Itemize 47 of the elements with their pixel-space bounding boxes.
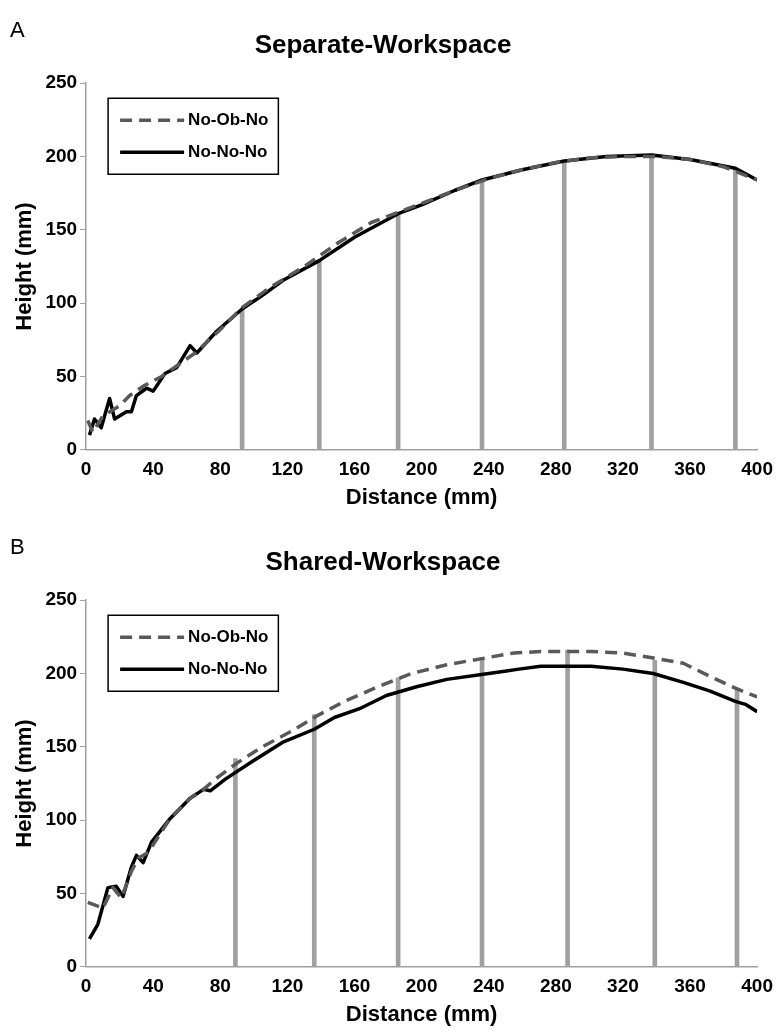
x-tick-label: 360 [674, 458, 706, 480]
x-tick-label: 320 [607, 975, 639, 997]
chart-title: Shared-Workspace [265, 545, 501, 576]
y-axis-title: Height (mm) [11, 719, 37, 848]
x-tick-label: 40 [142, 458, 164, 480]
x-axis-title: Distance (mm) [345, 1000, 498, 1026]
y-tick-label: 250 [45, 588, 78, 610]
x-tick-label: 0 [80, 458, 92, 480]
legend-label: No-Ob-No [188, 626, 269, 646]
x-tick-label: 280 [539, 458, 572, 480]
x-tick-label: 200 [405, 975, 438, 997]
y-tick-label: 200 [45, 661, 78, 683]
x-tick-label: 240 [472, 458, 505, 480]
legend-label: No-Ob-No [188, 109, 269, 129]
x-tick-label: 0 [80, 975, 92, 997]
y-tick-label: 100 [45, 291, 78, 313]
chart-title: Separate-Workspace [254, 28, 512, 59]
x-tick-label: 280 [539, 975, 572, 997]
x-tick-label: 400 [741, 975, 773, 997]
y-axis-title: Height (mm) [11, 202, 37, 331]
y-tick-label: 0 [66, 955, 78, 977]
x-tick-label: 160 [338, 975, 371, 997]
x-tick-label: 240 [472, 975, 505, 997]
x-tick-label: 320 [607, 458, 639, 480]
x-tick-label: 160 [338, 458, 371, 480]
legend-label: No-No-No [188, 658, 268, 678]
x-tick-label: 80 [209, 975, 231, 997]
line-series [86, 649, 758, 910]
y-tick-label: 150 [45, 735, 78, 757]
x-tick-label: 400 [741, 458, 773, 480]
x-tick-label: 120 [271, 975, 304, 997]
x-tick-label: 120 [271, 458, 304, 480]
x-tick-label: 200 [405, 458, 438, 480]
text: B [10, 534, 25, 560]
legend-label: No-No-No [188, 141, 268, 161]
y-tick-label: 250 [45, 71, 78, 93]
y-tick-label: 150 [45, 218, 78, 240]
text: A [10, 17, 25, 43]
y-tick-label: 50 [55, 364, 78, 386]
x-tick-label: 360 [674, 975, 706, 997]
x-tick-label: 80 [209, 458, 231, 480]
y-tick-label: 50 [55, 881, 78, 903]
x-tick-label: 40 [142, 975, 164, 997]
x-axis-title: Distance (mm) [345, 483, 498, 509]
y-tick-label: 200 [45, 144, 78, 166]
y-tick-label: 0 [66, 438, 78, 460]
y-tick-label: 100 [45, 808, 78, 830]
